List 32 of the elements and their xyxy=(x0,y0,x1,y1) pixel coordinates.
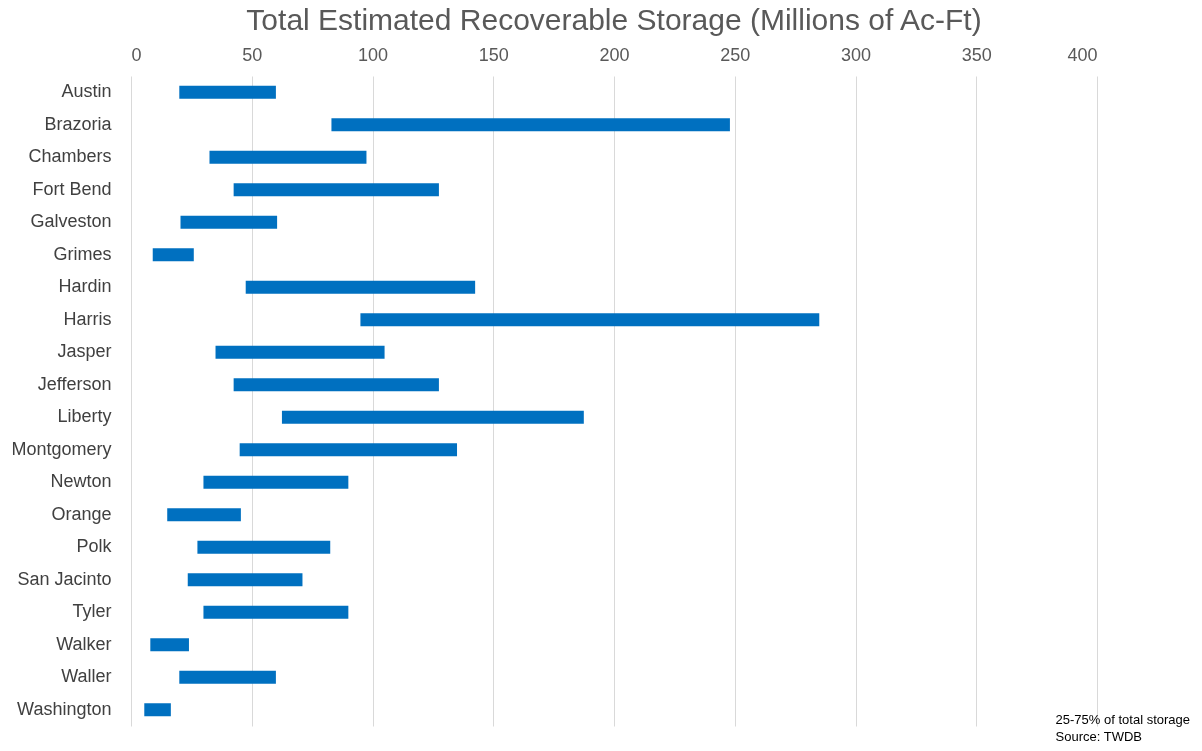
y-tick-label: Chambers xyxy=(28,146,112,167)
y-tick-label: Harris xyxy=(63,308,112,329)
x-tick-label: 400 xyxy=(1067,44,1098,65)
y-tick-label: Jefferson xyxy=(37,373,112,394)
y-tick-label: Washington xyxy=(17,698,112,719)
x-tick-label: 50 xyxy=(242,44,263,65)
annotation: 25-75% of total storage xyxy=(1055,711,1190,728)
y-tick-label: Waller xyxy=(61,666,112,687)
y-tick-label: Tyler xyxy=(72,601,112,622)
x-tick-label: 0 xyxy=(131,44,142,65)
x-tick-label: 200 xyxy=(599,44,630,65)
y-tick-label: Polk xyxy=(76,536,113,557)
x-tick-label: 100 xyxy=(357,44,389,65)
y-tick-label: Austin xyxy=(61,81,112,102)
source-note: Source: TWDB xyxy=(1055,728,1144,745)
y-tick-label: San Jacinto xyxy=(17,568,112,589)
y-tick-label: Liberty xyxy=(57,406,112,427)
y-tick-label: Brazoria xyxy=(44,113,113,134)
y-tick-label: Hardin xyxy=(58,276,112,297)
x-tick-label: 300 xyxy=(840,44,872,65)
y-tick-label: Orange xyxy=(51,503,112,524)
x-tick-label: 150 xyxy=(478,44,509,65)
y-tick-label: Newton xyxy=(50,471,112,492)
y-tick-label: Walker xyxy=(56,633,112,654)
y-tick-label: Galveston xyxy=(30,211,112,232)
y-tick-label: Montgomery xyxy=(11,438,112,459)
x-tick-label: 250 xyxy=(720,44,751,65)
y-tick-label: Jasper xyxy=(57,341,112,362)
chart-title: Total Estimated Recoverable Storage (Millions of Ac-Ft) xyxy=(246,3,982,36)
y-tick-label: Fort Bend xyxy=(32,178,112,199)
x-tick-label: 350 xyxy=(961,44,992,65)
y-tick-label: Grimes xyxy=(53,243,112,264)
